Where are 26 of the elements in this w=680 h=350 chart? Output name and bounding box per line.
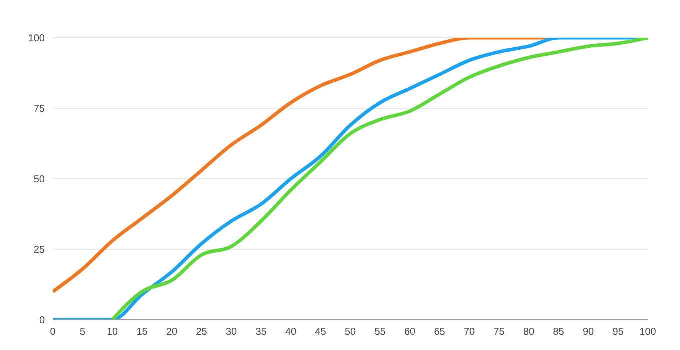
y-tick-label: 75: [34, 104, 46, 116]
x-tick-label: 60: [404, 327, 416, 338]
x-tick-label: 80: [523, 327, 535, 338]
y-tick-label: 50: [34, 174, 46, 186]
x-tick-label: 95: [612, 327, 624, 338]
x-tick-label: 85: [553, 327, 565, 338]
x-tick-label: 35: [256, 327, 268, 338]
x-tick-label: 25: [196, 327, 208, 338]
x-tick-label: 15: [136, 327, 148, 338]
x-tick-label: 70: [464, 327, 476, 338]
x-tick-label: 45: [315, 327, 327, 338]
y-tick-label: 0: [39, 316, 46, 327]
x-tick-label: 5: [80, 327, 86, 338]
x-tick-label: 30: [226, 327, 238, 338]
x-tick-label: 10: [106, 327, 118, 338]
y-tick-label: 100: [28, 34, 46, 45]
x-tick-label: 100: [640, 327, 657, 338]
x-tick-label: 20: [166, 327, 178, 338]
x-tick-label: 75: [494, 327, 506, 338]
y-tick-label: 25: [34, 245, 46, 256]
x-tick-label: 40: [285, 327, 297, 338]
x-tick-label: 65: [434, 327, 446, 338]
x-tick-label: 55: [374, 327, 386, 338]
x-tick-label: 90: [582, 327, 594, 338]
x-tick-label: 0: [50, 327, 56, 338]
x-tick-label: 50: [344, 327, 356, 338]
